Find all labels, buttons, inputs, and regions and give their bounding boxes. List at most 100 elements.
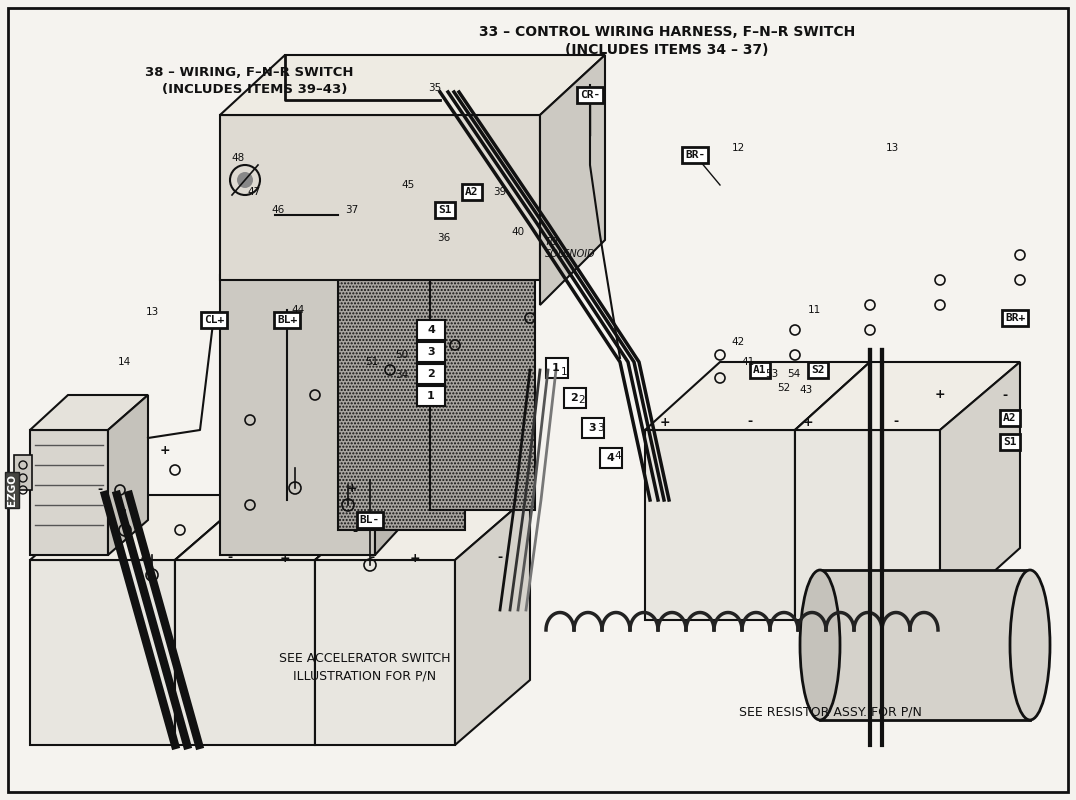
Text: 36: 36 <box>437 233 451 243</box>
Text: BL+: BL+ <box>277 315 297 325</box>
FancyBboxPatch shape <box>417 320 445 340</box>
Text: -: - <box>1003 389 1007 402</box>
Text: +: + <box>159 443 170 457</box>
Text: BL-: BL- <box>359 515 380 525</box>
Polygon shape <box>315 560 455 745</box>
Text: 41: 41 <box>741 357 754 367</box>
Text: BR-: BR- <box>685 150 705 160</box>
Polygon shape <box>315 495 390 745</box>
Ellipse shape <box>799 570 840 720</box>
Text: 2: 2 <box>427 369 435 379</box>
Polygon shape <box>315 495 530 560</box>
Text: 1: 1 <box>552 363 560 373</box>
FancyBboxPatch shape <box>417 342 445 362</box>
FancyBboxPatch shape <box>14 455 32 490</box>
Text: 3: 3 <box>589 423 596 433</box>
Text: 48: 48 <box>231 153 244 163</box>
Polygon shape <box>220 115 540 280</box>
Polygon shape <box>795 430 940 620</box>
Text: 50: 50 <box>396 350 409 360</box>
Text: S1: S1 <box>438 205 452 215</box>
Text: S2: S2 <box>811 365 824 375</box>
Text: 46: 46 <box>271 205 285 215</box>
Polygon shape <box>220 55 605 115</box>
Text: 51: 51 <box>366 357 379 367</box>
Text: +: + <box>803 415 813 429</box>
Text: (INCLUDES ITEMS 34 – 37): (INCLUDES ITEMS 34 – 37) <box>565 43 769 57</box>
Text: 12: 12 <box>732 143 745 153</box>
Text: 3: 3 <box>597 423 604 433</box>
Text: SEE ACCELERATOR SWITCH: SEE ACCELERATOR SWITCH <box>280 651 451 665</box>
Polygon shape <box>645 430 795 620</box>
Polygon shape <box>30 560 175 745</box>
Text: CL+: CL+ <box>203 315 224 325</box>
Polygon shape <box>220 275 376 555</box>
Text: +: + <box>410 551 421 565</box>
Text: ILLUSTRATION FOR P/N: ILLUSTRATION FOR P/N <box>294 670 437 682</box>
Text: 44: 44 <box>292 305 305 315</box>
Text: 42: 42 <box>732 337 745 347</box>
Text: -: - <box>497 551 502 565</box>
Text: 4: 4 <box>606 453 614 463</box>
FancyBboxPatch shape <box>564 388 586 408</box>
Text: 1: 1 <box>561 367 567 377</box>
Ellipse shape <box>1010 570 1050 720</box>
Text: -: - <box>98 483 102 497</box>
FancyBboxPatch shape <box>582 418 604 438</box>
Polygon shape <box>795 362 870 620</box>
FancyBboxPatch shape <box>600 448 622 468</box>
Polygon shape <box>338 200 465 530</box>
Text: -: - <box>369 551 374 565</box>
Text: +: + <box>935 389 946 402</box>
Text: +: + <box>660 415 670 429</box>
Text: SEE RESISTOR ASSY. FOR P/N: SEE RESISTOR ASSY. FOR P/N <box>738 706 921 718</box>
Text: (INCLUDES ITEMS 39–43): (INCLUDES ITEMS 39–43) <box>162 83 348 97</box>
Text: 37: 37 <box>345 205 358 215</box>
Text: 13: 13 <box>145 307 158 317</box>
Text: 35: 35 <box>428 83 441 93</box>
Polygon shape <box>376 215 430 555</box>
Text: 1: 1 <box>427 391 435 401</box>
Text: S1: S1 <box>1003 437 1017 447</box>
FancyBboxPatch shape <box>417 386 445 406</box>
Text: 4: 4 <box>427 325 435 335</box>
Polygon shape <box>220 215 430 275</box>
FancyBboxPatch shape <box>546 358 568 378</box>
Text: -: - <box>353 526 357 538</box>
FancyBboxPatch shape <box>417 364 445 384</box>
Text: 4: 4 <box>614 451 621 461</box>
Text: TO
SOLENOID: TO SOLENOID <box>546 238 596 258</box>
Polygon shape <box>430 230 535 510</box>
Text: 54: 54 <box>788 369 801 379</box>
Text: 52: 52 <box>777 383 791 393</box>
Polygon shape <box>940 362 1020 620</box>
Polygon shape <box>795 362 1020 430</box>
Text: 2: 2 <box>579 395 585 405</box>
Text: +: + <box>280 551 291 565</box>
Text: CR-: CR- <box>580 90 600 100</box>
Text: 47: 47 <box>247 187 260 197</box>
Polygon shape <box>645 362 870 430</box>
Text: +: + <box>346 482 357 494</box>
Circle shape <box>237 172 253 188</box>
Polygon shape <box>175 495 390 560</box>
Text: A2: A2 <box>465 187 479 197</box>
Text: 53: 53 <box>765 369 779 379</box>
Text: 14: 14 <box>117 357 130 367</box>
Text: -: - <box>227 551 232 565</box>
Polygon shape <box>175 560 315 745</box>
Text: BR+: BR+ <box>1005 313 1025 323</box>
Text: A2: A2 <box>1003 413 1017 423</box>
Text: -: - <box>893 415 898 429</box>
Text: 43: 43 <box>799 385 812 395</box>
Text: 33 – CONTROL WIRING HARNESS, F–N–R SWITCH: 33 – CONTROL WIRING HARNESS, F–N–R SWITC… <box>479 25 855 39</box>
Text: 11: 11 <box>807 305 821 315</box>
Text: 45: 45 <box>401 180 414 190</box>
Polygon shape <box>108 395 148 555</box>
Text: 38 – WIRING, F–N–R SWITCH: 38 – WIRING, F–N–R SWITCH <box>145 66 354 79</box>
Text: 13: 13 <box>886 143 898 153</box>
Polygon shape <box>30 495 250 560</box>
Text: 3: 3 <box>427 347 435 357</box>
Polygon shape <box>175 495 250 745</box>
Text: 40: 40 <box>511 227 525 237</box>
